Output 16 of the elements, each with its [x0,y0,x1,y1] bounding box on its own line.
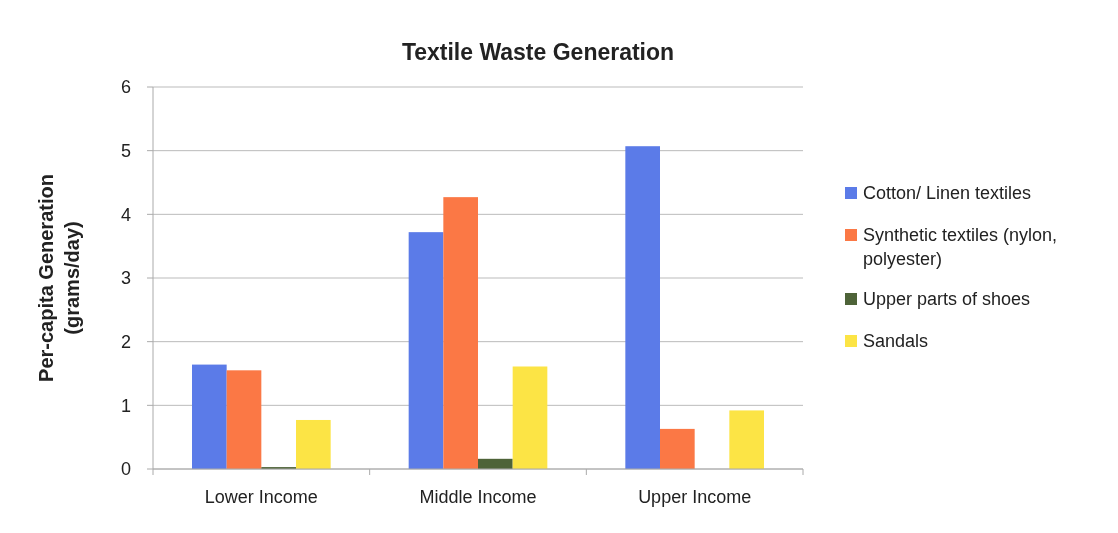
chart-title: Textile Waste Generation [401,39,675,65]
y-tick-label: 3 [120,268,131,289]
y-tick-label: 0 [120,459,131,480]
y-tick-label: 4 [120,204,131,225]
y-axis-title: Per-capita Generation (grams/day) [35,174,83,382]
y-tick-label: 1 [120,395,131,416]
y-tick-label: 5 [120,140,131,161]
legend-label: Sandals [863,331,929,352]
legend-label: Upper parts of shoes [863,289,1031,310]
y-tick-label: 6 [120,77,131,98]
x-tick-label: Upper Income [638,487,752,507]
x-tick-label: Lower Income [204,487,318,507]
legend-label: Synthetic textiles (nylon, polyester) [863,225,1058,270]
x-tick-label: Middle Income [419,487,537,507]
y-tick-label: 2 [120,331,131,352]
legend-label: Cotton/ Linen textiles [863,183,1032,204]
